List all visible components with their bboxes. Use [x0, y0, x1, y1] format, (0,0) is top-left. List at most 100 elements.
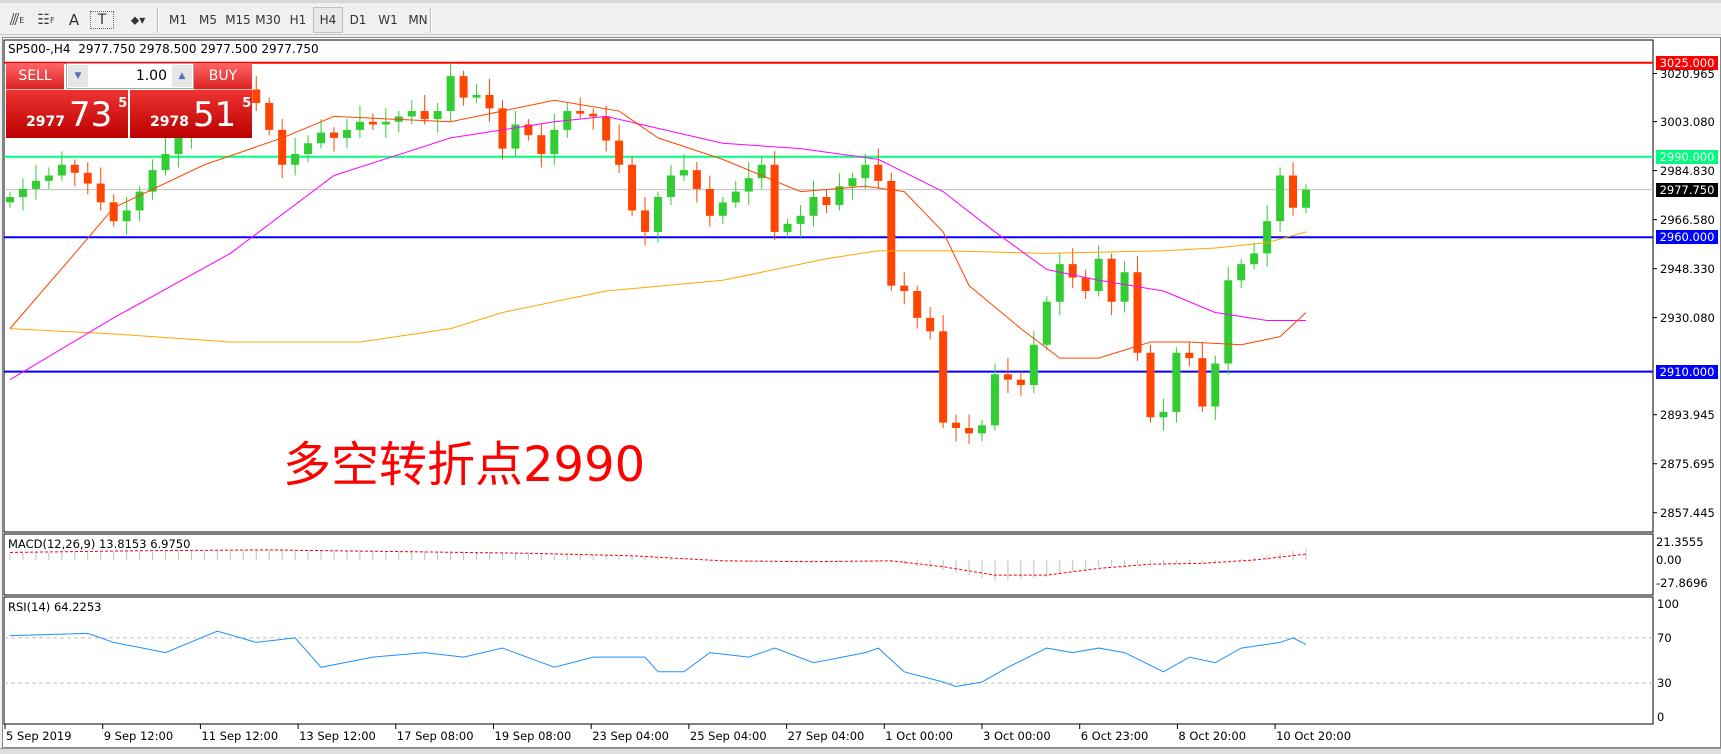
- timeframe-h4[interactable]: H4: [313, 7, 343, 33]
- rsi-line: [9, 630, 1307, 688]
- candle-body: [1224, 280, 1233, 364]
- timeframe-h1[interactable]: H1: [289, 13, 307, 27]
- dropdown-arrow: ▾: [139, 13, 146, 27]
- candle-body: [1120, 272, 1129, 302]
- annotation-text[interactable]: 多空转折点2990: [283, 437, 646, 493]
- ma-slow-line: [9, 231, 1307, 343]
- text-label-icon[interactable]: T: [90, 11, 114, 29]
- candle-body: [1081, 277, 1090, 292]
- macd-pane: [3, 533, 1654, 596]
- candle-body: [524, 124, 533, 136]
- candle-body: [446, 76, 455, 112]
- increase-lot-icon[interactable]: ▲: [172, 65, 192, 87]
- candle-body: [161, 154, 170, 171]
- time-label: 13 Sep 12:00: [299, 729, 376, 743]
- sell-price[interactable]: 2977 73 5: [6, 90, 128, 138]
- candle-body: [1042, 301, 1051, 345]
- candle-body: [822, 197, 831, 206]
- price-tick: 3003.080: [1660, 114, 1715, 129]
- candle-body: [1133, 272, 1142, 353]
- candle-body: [809, 197, 818, 216]
- price-label-2910.000: 2910.000: [1656, 364, 1718, 379]
- fibonacci-grid-icon[interactable]: ☷ F: [37, 12, 55, 28]
- time-label: 9 Sep 12:00: [103, 729, 174, 743]
- price-tick: 2966.580: [1660, 212, 1715, 227]
- candle-body: [589, 113, 598, 117]
- candle-body: [57, 164, 66, 176]
- candle-body: [485, 94, 494, 109]
- timeframe-mn[interactable]: MN: [408, 13, 428, 27]
- candle-body: [757, 164, 766, 179]
- sell-price-big: 2977: [26, 114, 65, 130]
- candle-body: [330, 132, 338, 138]
- macd-signal-line: [9, 549, 1307, 576]
- price-tick: 2948.330: [1660, 261, 1715, 276]
- candle-body: [18, 188, 27, 197]
- candle-body: [1003, 374, 1012, 380]
- candle-body: [1068, 264, 1077, 278]
- candle-body: [1263, 221, 1272, 254]
- macd-tick: -27.8696: [1656, 576, 1708, 591]
- buy-button[interactable]: BUY: [194, 63, 252, 90]
- candle-body: [926, 317, 935, 332]
- candle-body: [381, 121, 390, 125]
- ma-mid-line: [9, 115, 1306, 381]
- arrows-icon[interactable]: ⬥ ▾: [130, 12, 146, 28]
- candle-body: [317, 132, 326, 144]
- buy-price[interactable]: 2978 51 5: [130, 90, 252, 138]
- candle-body: [537, 135, 546, 155]
- timeframe-m30[interactable]: M30: [255, 13, 281, 27]
- time-label: 3 Oct 00:00: [983, 729, 1051, 743]
- candle-body: [641, 210, 650, 232]
- candle-body: [731, 191, 740, 203]
- candle-body: [666, 175, 675, 197]
- lot-input[interactable]: [89, 64, 171, 88]
- candle-body: [291, 154, 300, 165]
- candle-body: [952, 422, 961, 428]
- timeframe-m1[interactable]: M1: [169, 13, 187, 27]
- candle-body: [96, 183, 105, 203]
- candle-body: [978, 425, 986, 434]
- candle-body: [355, 121, 364, 130]
- chart-window[interactable]: [2, 37, 1721, 748]
- rsi-tick: 0: [1657, 710, 1665, 724]
- candle-body: [654, 197, 662, 232]
- buy-price-big: 2978: [150, 114, 189, 130]
- candle-body: [835, 186, 844, 206]
- sell-price-main: 73: [68, 95, 113, 135]
- time-label: 19 Sep 08:00: [494, 729, 572, 743]
- time-label: 23 Sep 04:00: [592, 729, 669, 743]
- text-icon[interactable]: A: [68, 11, 80, 29]
- time-label: 1 Oct 00:00: [885, 729, 953, 743]
- candle-body: [407, 111, 416, 117]
- candle-body: [109, 202, 118, 222]
- candle-body: [965, 427, 974, 434]
- candle-body: [861, 164, 870, 179]
- fibonacci-fan-icon[interactable]: ⫻ E: [9, 10, 25, 29]
- timeframe-m5[interactable]: M5: [199, 13, 217, 27]
- timeframe-d1[interactable]: D1: [349, 13, 367, 27]
- timeframe-w1[interactable]: W1: [378, 13, 398, 27]
- candle-body: [705, 188, 714, 216]
- chart-tabs-bar: [0, 748, 1721, 754]
- one-click-trading-panel: SELL ▼ ▲ BUY 2977 73 5 2978 51 5: [6, 63, 252, 138]
- candle-body: [83, 172, 92, 184]
- price-tick: 2893.945: [1660, 407, 1715, 422]
- tool-label: E: [19, 15, 25, 25]
- macd-tick: 21.3555: [1656, 535, 1704, 550]
- time-label: 17 Sep 08:00: [396, 729, 474, 743]
- candle-body: [433, 111, 442, 120]
- candle-body: [1185, 352, 1194, 359]
- sell-button[interactable]: SELL: [6, 63, 64, 90]
- candle-body: [1016, 379, 1025, 386]
- time-label: 6 Oct 23:00: [1080, 729, 1149, 743]
- timeframe-m15[interactable]: M15: [225, 13, 251, 27]
- lot-stepper[interactable]: ▼ ▲: [66, 63, 194, 89]
- buy-price-pip: 5: [242, 96, 252, 111]
- price-tick: 2857.445: [1660, 505, 1715, 520]
- main-pane: [3, 39, 1654, 533]
- candle-body: [939, 331, 948, 423]
- decrease-lot-icon[interactable]: ▼: [68, 65, 88, 87]
- time-label: 5 Sep 2019: [6, 729, 72, 743]
